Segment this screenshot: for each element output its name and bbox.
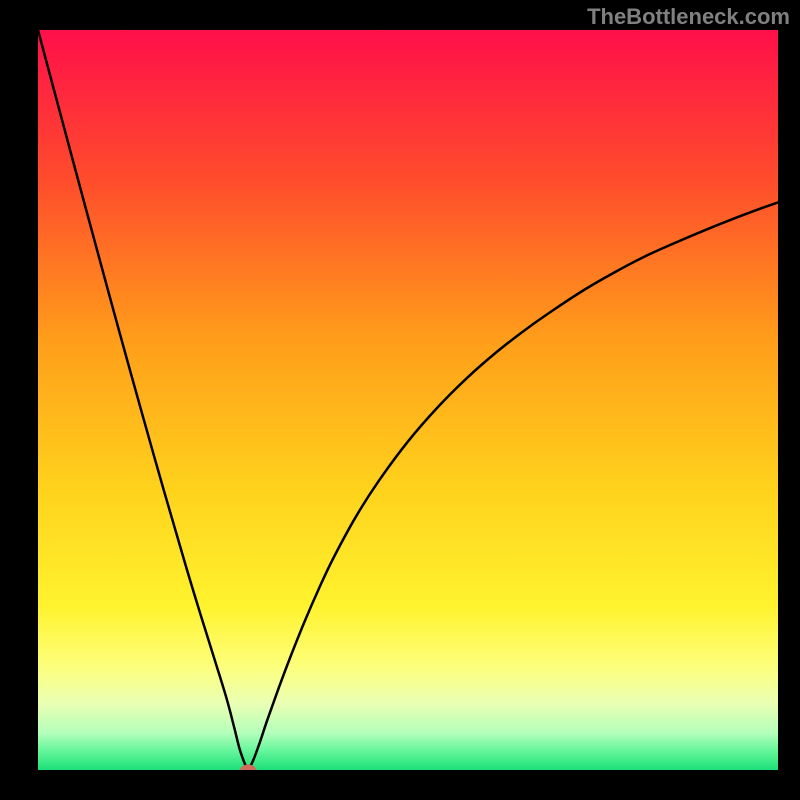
chart-background (38, 30, 778, 770)
chart-plot-area (38, 30, 778, 770)
bottleneck-chart (38, 30, 778, 770)
watermark-text: TheBottleneck.com (587, 4, 790, 30)
